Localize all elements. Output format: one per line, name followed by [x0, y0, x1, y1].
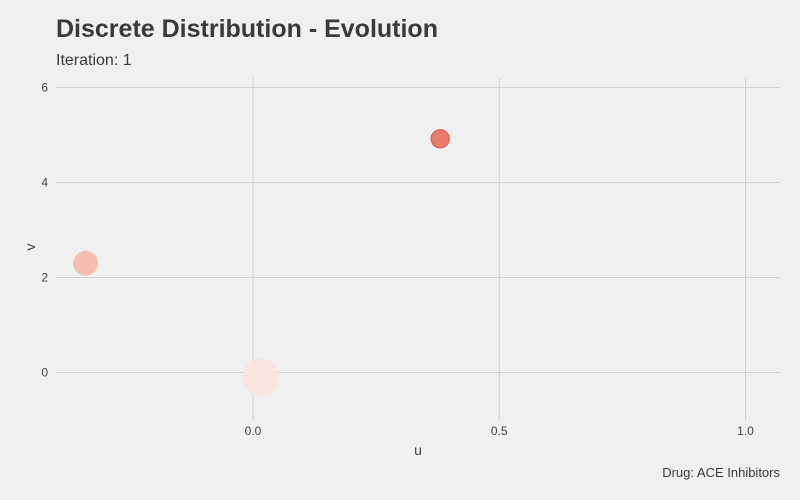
chart-caption: Drug: ACE Inhibitors	[662, 465, 780, 480]
y-tick-label: 0	[41, 366, 48, 380]
y-tick-label: 6	[41, 81, 48, 95]
y-tick-label: 2	[41, 271, 48, 285]
data-point	[73, 250, 98, 276]
data-point	[242, 358, 279, 396]
x-tick-label: 0.0	[245, 424, 262, 438]
x-axis-title: u	[414, 442, 422, 458]
chart-title: Discrete Distribution - Evolution	[56, 15, 438, 43]
x-tick-label: 0.5	[491, 424, 508, 438]
y-tick-label: 4	[41, 176, 48, 190]
x-tick-label: 1.0	[737, 424, 754, 438]
data-point	[430, 129, 450, 149]
tick-labels: 0 2 4 6 0.0 0.5 1.0	[41, 81, 754, 439]
data-points	[73, 129, 450, 396]
chart-subtitle: Iteration: 1	[56, 52, 132, 69]
grid-lines	[56, 78, 780, 420]
y-axis-title: v	[22, 244, 38, 251]
